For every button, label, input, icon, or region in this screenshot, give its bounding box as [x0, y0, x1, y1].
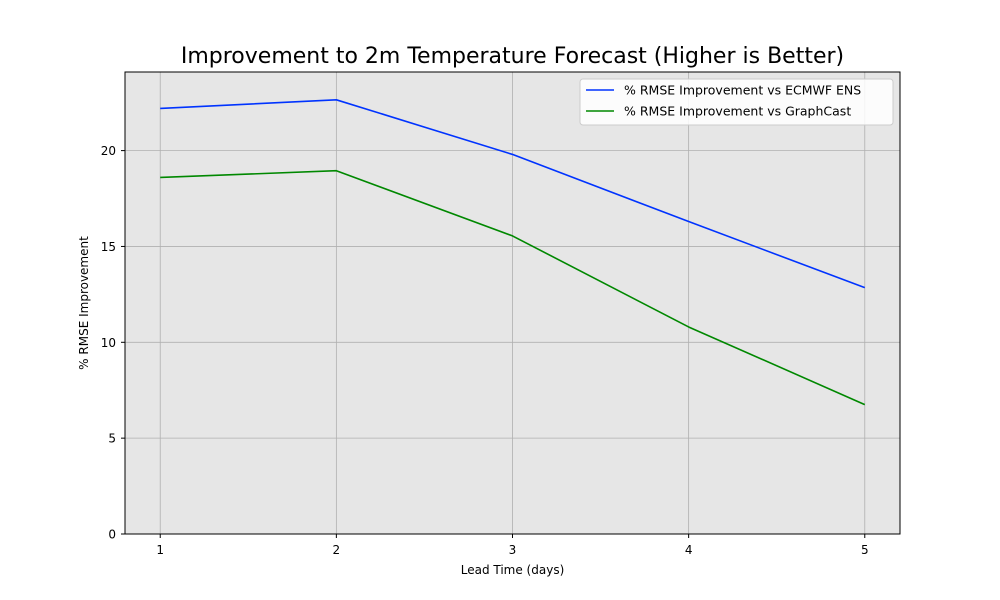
x-tick-label: 2: [333, 543, 341, 557]
chart-title: Improvement to 2m Temperature Forecast (…: [181, 44, 844, 69]
x-axis-label: Lead Time (days): [461, 563, 565, 577]
y-tick-label: 20: [101, 144, 116, 158]
legend-box: [579, 78, 894, 126]
x-tick-label: 4: [685, 543, 693, 557]
y-axis-label: % RMSE Improvement: [77, 236, 91, 370]
y-tick-label: 5: [108, 432, 116, 446]
y-tick-label: 0: [108, 528, 116, 542]
axis-ticks: 1 2 3 4 5 0 5 10 15 20: [101, 144, 869, 557]
x-tick-label: 1: [156, 543, 164, 557]
legend: % RMSE Improvement vs ECMWF ENS % RMSE I…: [579, 78, 894, 126]
y-tick-label: 10: [101, 336, 116, 350]
series-lines: [160, 99, 866, 406]
x-tick-label: 3: [509, 543, 517, 557]
x-tick-label: 5: [861, 543, 869, 557]
y-tick-label: 15: [101, 240, 116, 254]
series-line-1: [160, 99, 866, 289]
legend-label-ecmwf: % RMSE Improvement vs ECMWF ENS: [624, 83, 861, 98]
legend-label-graphcast: % RMSE Improvement vs GraphCast: [624, 104, 851, 119]
series-line-2: [160, 169, 866, 406]
